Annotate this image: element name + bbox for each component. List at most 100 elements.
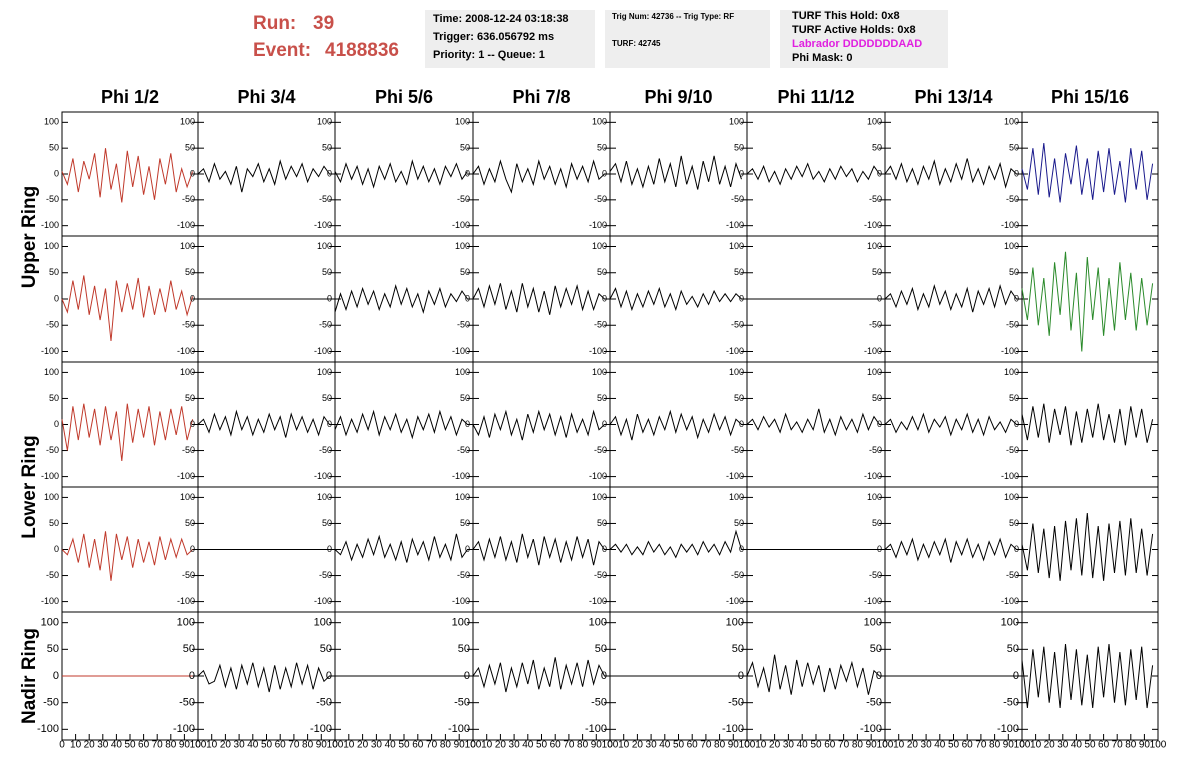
y-tick-label: -100 (997, 723, 1019, 735)
y-tick-label: -50 (182, 570, 195, 580)
y-tick-label: -50 (316, 697, 332, 709)
waveform (334, 533, 468, 563)
y-tick-label: -100 (1001, 220, 1019, 230)
x-tick-label: 50 (261, 740, 273, 751)
y-tick-label: 50 (185, 393, 195, 403)
waveform (334, 159, 468, 189)
x-tick-label: 0 (195, 740, 201, 751)
y-tick-label: -50 (594, 194, 607, 204)
row-label: Lower Ring (19, 435, 40, 538)
y-tick-label: 100 (867, 367, 882, 377)
row-label: Nadir Ring (19, 628, 40, 724)
y-tick-label: 50 (734, 393, 744, 403)
y-tick-label: 0 (602, 293, 607, 303)
waveform (472, 159, 605, 194)
waveform (1021, 142, 1154, 203)
y-tick-label: 100 (729, 117, 744, 127)
panel-frame (472, 611, 611, 741)
y-tick-label: 50 (597, 518, 607, 528)
y-tick-label: -50 (319, 570, 332, 580)
panel-frame (1021, 611, 1159, 741)
x-tick-label: 30 (783, 740, 795, 751)
info-text: Labrador DDDDDDDAAD (792, 38, 922, 50)
x-tick-label: 60 (687, 740, 699, 751)
y-tick-label: -50 (594, 445, 607, 455)
y-tick-label: 100 (867, 492, 882, 502)
waveform (334, 284, 468, 314)
x-tick-label: 80 (165, 740, 177, 751)
y-tick-label: -50 (591, 697, 607, 709)
y-tick-label: -50 (1006, 320, 1019, 330)
y-tick-label: -100 (726, 471, 744, 481)
y-tick-label: 50 (872, 143, 882, 153)
column-header: Phi 15/16 (1051, 87, 1129, 107)
x-tick-label: 100 (327, 740, 344, 751)
info-text: TURF This Hold: 0x8 (792, 10, 900, 22)
y-tick-label: -100 (864, 346, 882, 356)
y-tick-label: -50 (1006, 445, 1019, 455)
y-tick-label: 100 (1004, 492, 1019, 502)
y-tick-label: -50 (457, 320, 470, 330)
x-tick-label: 20 (357, 740, 369, 751)
x-tick-label: 40 (111, 740, 123, 751)
x-tick-label: 70 (975, 740, 987, 751)
panel-frame (61, 235, 199, 363)
waveform (334, 409, 468, 440)
y-tick-label: 100 (317, 492, 332, 502)
y-tick-label: -100 (722, 723, 744, 735)
waveform (884, 158, 1017, 189)
x-tick-label: 20 (220, 740, 232, 751)
y-tick-label: -100 (1001, 471, 1019, 481)
y-tick-label: -100 (726, 220, 744, 230)
y-tick-label: -50 (866, 697, 882, 709)
y-tick-label: 0 (326, 670, 332, 682)
x-tick-label: 100 (465, 740, 482, 751)
trig-box (605, 10, 770, 68)
y-tick-label: -100 (589, 596, 607, 606)
x-tick-label: 70 (700, 740, 712, 751)
column-header: Phi 7/8 (512, 87, 570, 107)
y-tick-label: -100 (452, 220, 470, 230)
y-tick-label: 0 (877, 293, 882, 303)
y-tick-label: 50 (1007, 643, 1019, 655)
y-tick-label: -100 (452, 471, 470, 481)
y-tick-label: 0 (1014, 419, 1019, 429)
y-tick-label: 50 (872, 267, 882, 277)
y-tick-label: -100 (41, 346, 59, 356)
y-tick-label: 50 (1009, 518, 1019, 528)
y-tick-label: -50 (869, 445, 882, 455)
y-tick-label: -50 (869, 320, 882, 330)
run-label: Run: (253, 13, 296, 34)
y-tick-label: 50 (1009, 267, 1019, 277)
y-tick-label: 100 (867, 241, 882, 251)
panel-frame (1021, 235, 1159, 363)
y-tick-label: 50 (734, 143, 744, 153)
x-tick-label: 90 (1003, 740, 1015, 751)
x-tick-label: 70 (563, 740, 575, 751)
y-tick-label: 0 (876, 670, 882, 682)
y-tick-label: 0 (602, 419, 607, 429)
y-tick-label: 0 (464, 670, 470, 682)
y-tick-label: -100 (314, 471, 332, 481)
panel-frame (884, 235, 1023, 363)
y-tick-label: 0 (190, 419, 195, 429)
y-tick-label: 0 (465, 544, 470, 554)
waveform (472, 283, 605, 315)
info-text: Trig Num: 42736 -- Trig Type: RF (612, 12, 734, 21)
info-text: Phi Mask: 0 (792, 52, 853, 64)
y-tick-label: -50 (46, 320, 59, 330)
y-tick-label: -100 (314, 596, 332, 606)
y-tick-label: 50 (49, 393, 59, 403)
x-tick-label: 0 (59, 740, 65, 751)
x-tick-label: 100 (1150, 740, 1167, 751)
info-text: TURF Active Holds: 0x8 (792, 24, 916, 36)
y-tick-label: 100 (592, 492, 607, 502)
waveform (609, 529, 742, 559)
y-tick-label: -50 (43, 697, 59, 709)
x-tick-label: 40 (1071, 740, 1083, 751)
y-tick-label: 0 (465, 168, 470, 178)
y-tick-label: -50 (457, 445, 470, 455)
x-tick-label: 20 (632, 740, 644, 751)
waveform (746, 408, 880, 437)
waveform (746, 162, 880, 186)
